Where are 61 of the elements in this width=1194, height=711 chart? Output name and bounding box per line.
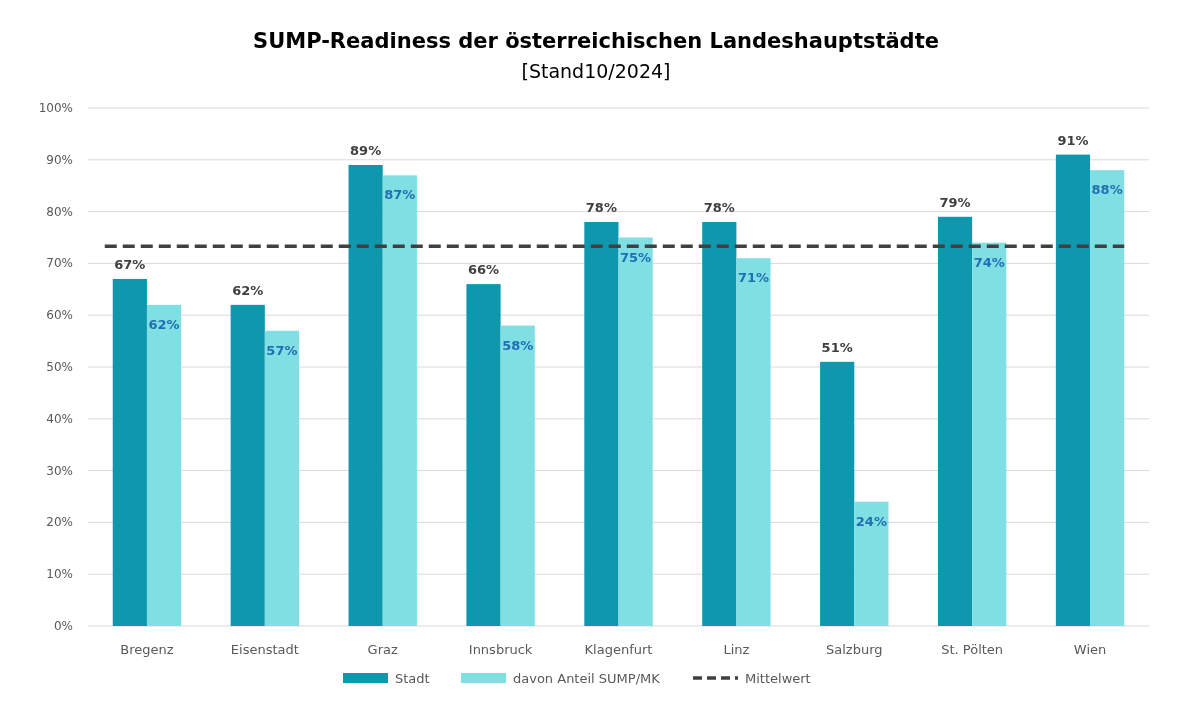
data-label: 66% — [467, 262, 500, 278]
bar — [112, 278, 147, 626]
data-label: 78% — [585, 199, 617, 215]
x-tick-label: Innsbruck — [468, 642, 533, 657]
bar — [466, 284, 501, 626]
bar — [972, 242, 1007, 626]
legend-label: Mittelwert — [745, 671, 811, 686]
bar — [618, 237, 653, 626]
data-label: 67% — [114, 256, 146, 272]
data-label: 51% — [821, 339, 853, 355]
y-tick-label: 50% — [46, 360, 73, 374]
x-tick-label: Wien — [1073, 642, 1107, 657]
data-label: 62% — [148, 316, 180, 332]
data-label: 62% — [232, 282, 264, 298]
bar — [736, 258, 771, 626]
bar — [146, 304, 182, 626]
bar — [854, 501, 889, 626]
chart-subtitle: [Stand10/2024] — [521, 60, 671, 82]
bar — [500, 325, 535, 626]
y-tick-label: 70% — [46, 256, 73, 271]
data-label: 58% — [502, 337, 534, 353]
x-tick-label: Klagenfurt — [584, 642, 653, 657]
x-tick-label: Eisenstadt — [230, 642, 299, 657]
legend-label: Stadt — [395, 671, 430, 686]
y-tick-label: 10% — [46, 567, 73, 582]
y-tick-label: 60% — [46, 308, 73, 323]
data-label: 79% — [939, 194, 971, 210]
data-label: 24% — [855, 513, 887, 529]
data-label: 87% — [384, 187, 416, 203]
bar — [348, 164, 383, 626]
legend-label: davon Anteil SUMP/MK — [513, 671, 661, 686]
y-tick-label: 40% — [46, 411, 73, 426]
bar — [584, 221, 619, 626]
data-label: 71% — [737, 270, 770, 286]
data-label: 88% — [1091, 182, 1123, 198]
y-tick-label: 20% — [46, 515, 73, 530]
bar — [1055, 154, 1091, 626]
y-tick-label: 0% — [53, 619, 73, 633]
x-tick-label: St. Pölten — [941, 642, 1004, 657]
bar — [382, 175, 417, 626]
data-label: 74% — [973, 254, 1005, 270]
chart-title: SUMP-Readiness der österreichischen Landeshauptstädte — [253, 29, 939, 53]
x-tick-label: Bregenz — [120, 642, 174, 657]
x-tick-label: Salzburg — [826, 642, 883, 657]
y-tick-label: 80% — [46, 204, 73, 219]
data-label: 78% — [703, 199, 735, 215]
bar — [264, 330, 300, 626]
y-tick-label: 100% — [38, 101, 73, 115]
bar — [937, 216, 973, 626]
data-label: 75% — [620, 249, 652, 265]
bar — [230, 304, 265, 626]
bar — [702, 221, 737, 626]
y-tick-label: 90% — [46, 152, 73, 167]
bar — [1090, 170, 1125, 626]
x-tick-label: Linz — [723, 642, 750, 657]
bar — [820, 361, 855, 626]
data-label: 89% — [350, 142, 382, 158]
x-tick-label: Graz — [367, 642, 398, 657]
data-label: 57% — [266, 342, 298, 358]
data-label: 91% — [1057, 132, 1089, 148]
y-tick-label: 30% — [46, 463, 73, 478]
